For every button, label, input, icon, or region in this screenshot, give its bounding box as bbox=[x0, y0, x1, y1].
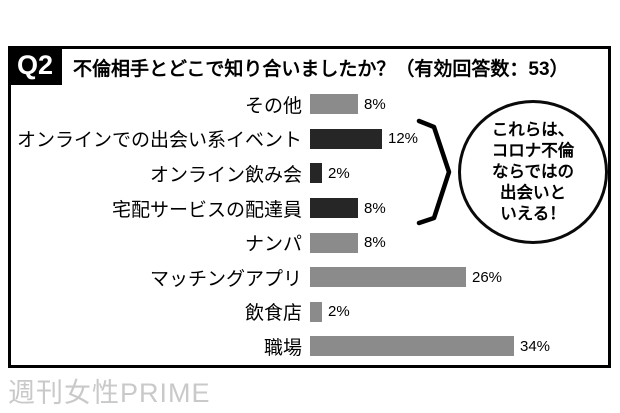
chart-row: オンラインでの出会い系イベント 12% bbox=[14, 122, 606, 157]
category-label: 職場 bbox=[263, 337, 302, 359]
bar-chart: その他 8% オンラインでの出会い系イベント 12% オンライン飲み会 2% 宅… bbox=[14, 87, 606, 364]
chart-row: その他 8% bbox=[14, 87, 606, 122]
bar bbox=[310, 163, 322, 184]
callout-text-line: これらは、 bbox=[491, 120, 575, 139]
bar bbox=[310, 232, 358, 253]
bar bbox=[310, 301, 322, 322]
chart-row: 宅配サービスの配達員 8% bbox=[14, 191, 606, 226]
bar bbox=[310, 94, 358, 115]
category-label: 宅配サービスの配達員 bbox=[111, 199, 302, 221]
category-label: オンラインでの出会い系イベント bbox=[16, 130, 302, 152]
bar bbox=[310, 198, 358, 219]
callout-text-line: 出会いと bbox=[500, 183, 566, 202]
watermark: 週刊女性PRIME bbox=[8, 378, 211, 408]
chart-row: マッチングアプリ 26% bbox=[14, 260, 606, 295]
value-label: 26% bbox=[472, 268, 503, 286]
question-badge: Q2 bbox=[8, 46, 62, 85]
chart-row: 飲食店 2% bbox=[14, 295, 606, 330]
chart-row: 職場 34% bbox=[14, 329, 606, 364]
value-label: 34% bbox=[520, 337, 551, 355]
callout-text-line: いえる！ bbox=[500, 204, 566, 223]
value-label: 2% bbox=[328, 164, 350, 182]
value-label: 2% bbox=[328, 303, 350, 321]
category-label: その他 bbox=[244, 95, 302, 117]
value-label: 8% bbox=[364, 199, 386, 217]
chart-title: 不倫相手とどこで知り合いましたか？（有効回答数：53） bbox=[73, 59, 569, 80]
value-label: 8% bbox=[364, 234, 386, 252]
bar bbox=[310, 336, 514, 357]
category-label: 飲食店 bbox=[244, 303, 302, 325]
bar bbox=[310, 267, 466, 288]
category-label: オンライン飲み会 bbox=[149, 164, 302, 186]
callout-text-line: コロナ不倫 bbox=[491, 141, 575, 160]
category-label: マッチングアプリ bbox=[149, 268, 302, 290]
callout-bubble: これらは、 コロナ不倫 ならではの 出会いと いえる！ bbox=[458, 100, 608, 244]
bar bbox=[310, 128, 382, 149]
category-label: ナンパ bbox=[244, 234, 302, 256]
value-label: 8% bbox=[364, 95, 386, 113]
chart-row: ナンパ 8% bbox=[14, 225, 606, 260]
callout-text-line: ならではの bbox=[491, 162, 574, 181]
chart-row: オンライン飲み会 2% bbox=[14, 156, 606, 191]
value-label: 12% bbox=[388, 130, 419, 148]
